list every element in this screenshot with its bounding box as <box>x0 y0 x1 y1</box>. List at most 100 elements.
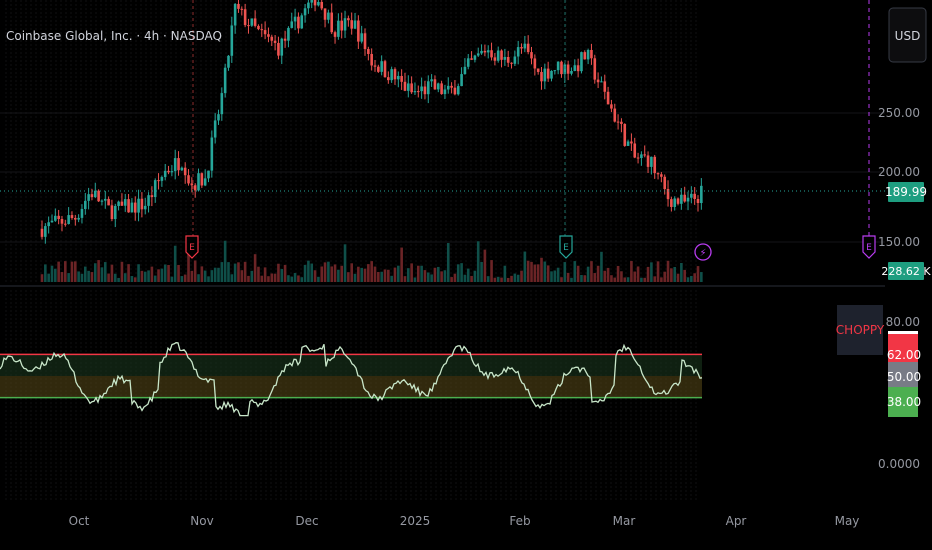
candle <box>357 20 360 42</box>
volume-bar <box>360 267 363 282</box>
candle <box>686 197 690 202</box>
candle <box>283 38 287 41</box>
candle <box>410 83 413 93</box>
candlestick-series[interactable] <box>0 0 886 244</box>
volume-bar <box>436 266 440 282</box>
candle <box>100 200 104 202</box>
volume-bar <box>197 274 200 282</box>
volume-bars <box>40 240 703 282</box>
candle <box>207 170 210 179</box>
event-markers[interactable]: E E E ⚡ <box>185 0 876 261</box>
volume-bar <box>323 262 327 282</box>
candle <box>566 64 570 74</box>
volume-bar <box>313 270 317 282</box>
earnings-marker[interactable]: E <box>862 235 876 259</box>
candle <box>560 61 563 75</box>
price-axis[interactable]: 250.00 200.00 150.00 189.99 228.62 K <box>878 106 931 280</box>
choppy-status-label: CHOPPY <box>836 323 885 337</box>
event-marker-bolt[interactable]: ⚡ <box>694 243 712 261</box>
candle <box>583 52 587 60</box>
candle <box>610 104 613 109</box>
volume-bar <box>233 263 237 282</box>
earnings-marker[interactable]: E <box>185 235 199 259</box>
volume-bar <box>363 268 367 282</box>
volume-bar <box>297 275 300 282</box>
volume-bar <box>590 261 593 282</box>
candle <box>636 157 640 159</box>
candle <box>573 65 577 71</box>
volume-bar <box>410 263 413 282</box>
candle <box>337 20 340 37</box>
volume-bar <box>653 276 657 282</box>
candle <box>436 83 440 90</box>
time-label: Mar <box>613 514 636 528</box>
candle <box>70 215 74 219</box>
volume-bar <box>177 264 180 282</box>
candle <box>117 201 120 206</box>
volume-bar <box>273 273 277 282</box>
volume-bar <box>47 273 50 282</box>
time-axis[interactable]: Oct Nov Dec 2025 Feb Mar Apr May <box>69 514 860 528</box>
candle <box>676 198 680 204</box>
volume-bar <box>650 262 653 282</box>
candle <box>83 200 87 209</box>
volume-bar <box>610 275 613 282</box>
volume-bar <box>586 266 590 282</box>
volume-bar <box>307 260 310 282</box>
candle <box>140 198 144 210</box>
earnings-marker[interactable]: E <box>559 235 573 259</box>
time-label: Dec <box>295 514 318 528</box>
candle <box>197 173 200 191</box>
volume-bar <box>257 266 260 282</box>
volume-bar <box>70 261 74 282</box>
currency-button-frame[interactable] <box>888 7 927 63</box>
volume-bar <box>170 276 174 282</box>
candle <box>536 68 540 72</box>
candle <box>633 143 637 158</box>
indicator-pane[interactable] <box>0 342 703 417</box>
volume-bar <box>440 271 443 282</box>
candle <box>446 85 450 90</box>
candle <box>580 52 583 72</box>
volume-bar <box>690 275 693 282</box>
volume-bar <box>310 263 314 282</box>
volume-bar <box>563 262 567 282</box>
volume-bar <box>413 277 417 282</box>
candle <box>463 66 467 75</box>
earnings-marker-label: E <box>866 243 872 253</box>
candle <box>270 36 274 41</box>
candle <box>486 50 490 53</box>
volume-bar <box>523 251 527 282</box>
volume-bar <box>393 267 397 282</box>
candle <box>693 193 696 199</box>
candle <box>473 55 477 60</box>
candle <box>303 8 307 16</box>
volume-bar <box>203 270 207 282</box>
candle <box>107 198 110 206</box>
candle <box>127 199 130 213</box>
time-label: May <box>835 514 860 528</box>
volume-bar <box>167 264 170 282</box>
volume-bar <box>193 260 197 282</box>
candle <box>147 195 150 206</box>
candle <box>54 215 57 221</box>
candle <box>130 202 134 213</box>
candle <box>403 81 407 91</box>
candle <box>367 49 370 54</box>
price-tick: 200.00 <box>878 165 920 179</box>
volume-bar <box>566 272 570 282</box>
volume-bar <box>570 277 573 282</box>
volume-bar <box>433 267 437 282</box>
candle <box>260 29 264 31</box>
candle <box>257 25 260 30</box>
indicator-axis[interactable]: 80.00 62.00 50.00 38.00 0.0000 <box>878 315 921 471</box>
candle <box>380 61 383 72</box>
candle <box>690 193 693 198</box>
volume-bar <box>540 257 543 282</box>
candle <box>170 171 174 173</box>
candle <box>476 53 480 56</box>
currency-button[interactable]: USD <box>888 7 927 63</box>
volume-bar <box>460 263 463 282</box>
volume-bar <box>407 268 410 282</box>
